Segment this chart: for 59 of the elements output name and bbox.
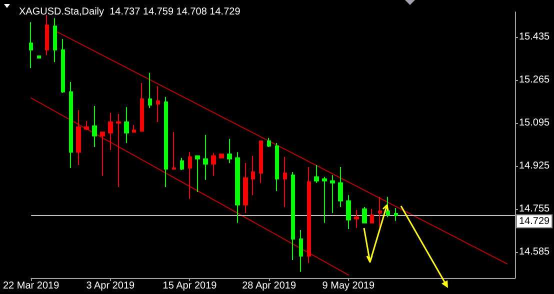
candlestick [267, 137, 271, 148]
candlestick [76, 110, 81, 166]
x-tick-label: 22 Mar 2019 [2, 280, 60, 292]
y-tick-label: 14.925 [519, 160, 550, 172]
candlestick [291, 172, 295, 261]
candlestick [251, 155, 255, 196]
candlestick [378, 196, 382, 228]
candlestick [211, 152, 216, 176]
candlestick [275, 142, 279, 192]
candlestick [140, 82, 144, 132]
y-tick-label: 15.265 [519, 74, 550, 86]
x-tick-label: 15 Apr 2019 [162, 280, 218, 292]
candlestick [243, 162, 248, 214]
y-tick-label: 14.755 [519, 203, 550, 214]
candlestick [61, 38, 65, 94]
candlestick [29, 22, 33, 69]
candlestick [386, 196, 390, 218]
candlestick [338, 166, 343, 208]
candlestick [362, 206, 367, 224]
candlestick [354, 209, 359, 228]
candlestick [116, 113, 121, 188]
y-tick-label: 15.095 [519, 118, 550, 128]
candlestick [53, 18, 57, 63]
candlestick [203, 134, 208, 180]
candlestick [37, 55, 41, 59]
y-tick-label: 15.435 [519, 32, 550, 43]
candlestick [172, 132, 176, 170]
candlestick [394, 207, 398, 222]
candlestick [156, 86, 160, 122]
candlestick [148, 72, 152, 109]
candlestick [69, 82, 73, 169]
candlestick [259, 140, 263, 184]
candlestick [195, 155, 200, 193]
candlestick [124, 106, 129, 144]
x-tick-label: 28 Apr 2019 [242, 280, 296, 292]
candlestick [330, 174, 335, 214]
candlestick [283, 156, 287, 208]
candlestick [314, 164, 319, 184]
candlestick [108, 112, 113, 151]
candlestick [322, 176, 327, 224]
candlestick [164, 96, 168, 188]
candlestick [227, 138, 232, 164]
candlestick [370, 208, 374, 224]
candlestick [346, 194, 351, 230]
x-tick-label: 9 May 2019 [322, 280, 375, 292]
candlestick [299, 229, 303, 272]
ref-line-label: 14.729 [519, 216, 550, 227]
chart-title: XAGUSD.Sta,Daily 14.737 14.759 14.708 14.729 [19, 6, 241, 18]
candlestick [188, 152, 192, 200]
candlestick [235, 152, 240, 224]
candlestick [219, 154, 224, 158]
candlestick [92, 106, 97, 148]
candlestick [84, 120, 89, 131]
x-tick-label: 3 Apr 2019 [86, 280, 136, 292]
candlestick [132, 124, 136, 133]
y-tick-label: 14.585 [519, 246, 550, 258]
candlestick [307, 166, 311, 264]
candlestick [100, 132, 105, 176]
candlestick [180, 157, 184, 171]
